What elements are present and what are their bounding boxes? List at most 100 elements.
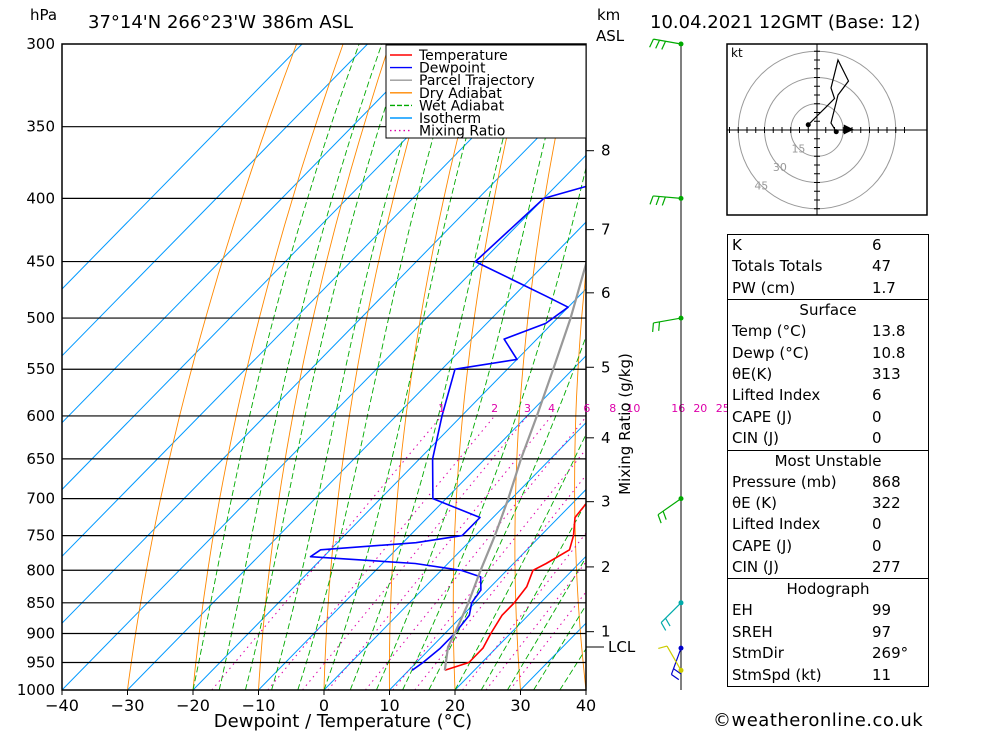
legend-label: Mixing Ratio bbox=[419, 124, 505, 140]
unstable-index-value: 0 bbox=[872, 514, 928, 535]
wet-adiabat-line bbox=[193, 44, 359, 690]
hodograph-index-value: 99 bbox=[872, 600, 928, 621]
dry-adiabat-line bbox=[688, 44, 717, 690]
pressure-tick-label: 350 bbox=[26, 118, 55, 136]
surface-index-label: CIN (J) bbox=[732, 428, 872, 449]
hodograph-index-label: SREH bbox=[732, 622, 872, 643]
surface-index-value: 6 bbox=[872, 385, 928, 406]
wind-profile bbox=[650, 39, 684, 690]
dry-adiabat-line bbox=[946, 44, 1000, 690]
hodograph-title: Hodograph bbox=[728, 579, 928, 600]
general-index-label: PW (cm) bbox=[732, 278, 872, 299]
mixing-ratio-label: 16 bbox=[671, 402, 685, 415]
surface-index-value: 10.8 bbox=[872, 343, 928, 364]
wind-barb-flag bbox=[650, 196, 653, 204]
general-index-row: PW (cm)1.7 bbox=[728, 278, 928, 299]
hodograph-index-label: StmDir bbox=[732, 643, 872, 664]
pressure-tick-label: 600 bbox=[26, 407, 55, 425]
hodograph-ring-label: 15 bbox=[791, 143, 805, 156]
mixing-ratio-line bbox=[268, 416, 495, 690]
pressure-tick-label: 500 bbox=[26, 309, 55, 327]
lcl-label: LCL bbox=[608, 638, 636, 656]
wind-barb-staff bbox=[661, 603, 681, 623]
pressure-axis: 3003504004505005506006507007508008509009… bbox=[17, 35, 55, 699]
hodograph-ring-label: 30 bbox=[773, 161, 787, 174]
mixing-ratio-label: 3 bbox=[524, 402, 531, 415]
plot-frame bbox=[62, 44, 586, 690]
wind-barb-flag bbox=[656, 196, 659, 204]
wet-adiabat-line bbox=[350, 44, 528, 690]
wind-barb-flag bbox=[663, 511, 666, 519]
unstable-index-label: CAPE (J) bbox=[732, 536, 872, 557]
dry-adiabat-line bbox=[259, 44, 390, 690]
unstable-index-row: θE (K)322 bbox=[728, 493, 928, 514]
hodograph-unit-label: kt bbox=[731, 46, 743, 60]
unstable-index-row: Pressure (mb)868 bbox=[728, 472, 928, 493]
km-tick-label: 3 bbox=[601, 493, 611, 511]
surface-index-value: 0 bbox=[872, 428, 928, 449]
km-tick-label: 7 bbox=[601, 221, 611, 239]
x-tick-label: −40 bbox=[45, 696, 79, 715]
unstable-index-row: CAPE (J)0 bbox=[728, 536, 928, 557]
surface-index-value: 13.8 bbox=[872, 321, 928, 342]
pressure-tick-label: 850 bbox=[26, 594, 55, 612]
hodograph-index-value: 97 bbox=[872, 622, 928, 643]
general-index-label: Totals Totals bbox=[732, 256, 872, 277]
wind-barb-flag bbox=[659, 322, 660, 331]
unstable-index-row: CIN (J)277 bbox=[728, 557, 928, 578]
pressure-tick-label: 550 bbox=[26, 360, 55, 378]
x-tick-label: −20 bbox=[176, 696, 210, 715]
pressure-tick-label: 400 bbox=[26, 189, 55, 207]
wind-barb-flag bbox=[658, 646, 667, 648]
wind-barb-staff bbox=[653, 318, 681, 323]
hodograph-index-value: 11 bbox=[872, 665, 928, 686]
general-index-value: 6 bbox=[872, 235, 928, 256]
most-unstable-title: Most Unstable bbox=[728, 451, 928, 472]
surface-index-label: CAPE (J) bbox=[732, 407, 872, 428]
pressure-tick-label: 750 bbox=[26, 527, 55, 545]
wind-barb-flag bbox=[658, 515, 661, 523]
general-index-value: 47 bbox=[872, 256, 928, 277]
surface-index-row: Temp (°C)13.8 bbox=[728, 321, 928, 342]
surface-index-row: θE(K)313 bbox=[728, 364, 928, 385]
hodograph-ring-label: 45 bbox=[754, 180, 768, 193]
wind-barb-flag bbox=[662, 41, 666, 49]
wind-barb-flag bbox=[661, 623, 666, 631]
isotherm-line bbox=[128, 44, 761, 690]
wind-barb-staff bbox=[653, 196, 681, 198]
pressure-tick-label: 800 bbox=[26, 561, 55, 579]
unstable-index-value: 868 bbox=[872, 472, 928, 493]
unstable-index-label: θE (K) bbox=[732, 493, 872, 514]
wind-barb-flag bbox=[650, 39, 654, 47]
hodograph-index-label: EH bbox=[732, 600, 872, 621]
km-tick-label: 6 bbox=[601, 284, 611, 302]
km-unit-label: km bbox=[597, 6, 620, 24]
location-title: 37°14'N 266°23'W 386m ASL bbox=[88, 12, 353, 33]
surface-index-label: θE(K) bbox=[732, 364, 872, 385]
asl-label: ASL bbox=[596, 27, 625, 45]
unstable-index-label: Pressure (mb) bbox=[732, 472, 872, 493]
dry-adiabat-line bbox=[993, 44, 1000, 690]
hodograph-end-dot bbox=[834, 129, 839, 134]
general-index-label: K bbox=[732, 235, 872, 256]
isotherm-line bbox=[0, 44, 499, 690]
mixing-ratio-line bbox=[365, 416, 586, 690]
pressure-tick-label: 450 bbox=[26, 253, 55, 271]
km-tick-label: 8 bbox=[601, 142, 611, 160]
surface-index-row: CIN (J)0 bbox=[728, 428, 928, 449]
dry-adiabat-line bbox=[515, 44, 575, 690]
isotherm-line bbox=[0, 44, 630, 690]
dry-adiabat-line bbox=[128, 44, 297, 690]
